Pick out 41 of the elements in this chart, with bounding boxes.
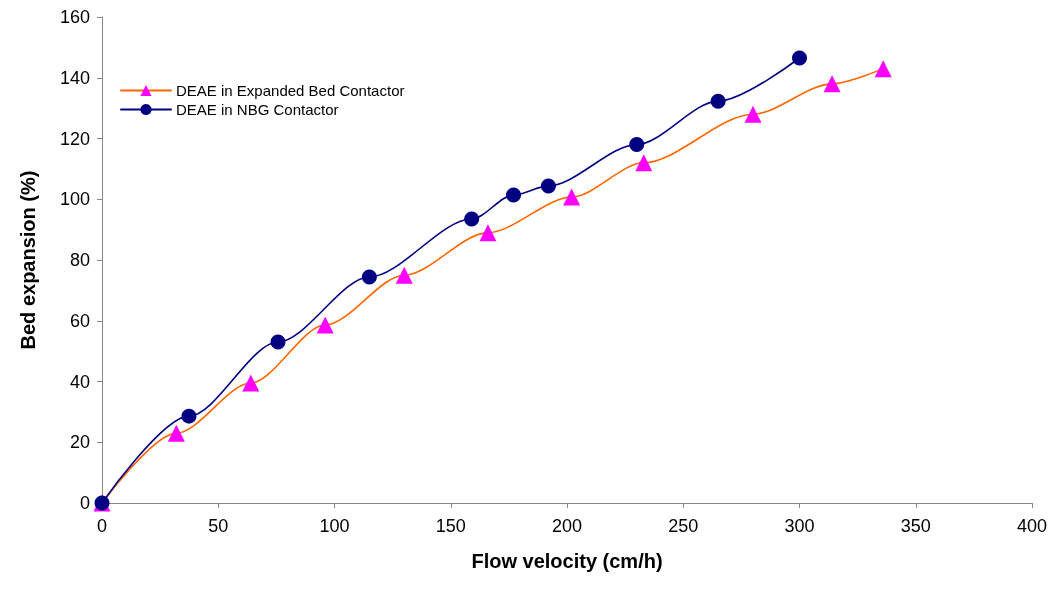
x-tick-label: 0 — [96, 516, 108, 536]
point — [629, 137, 645, 153]
y-tick-label: 120 — [59, 128, 90, 149]
legend-label: DEAE in NBG Contactor — [176, 101, 339, 118]
y-tick-label: 80 — [69, 250, 90, 270]
point — [540, 178, 556, 194]
point — [479, 224, 497, 242]
point — [395, 266, 413, 284]
x-tick-label: 200 — [551, 516, 583, 536]
point — [316, 316, 334, 334]
y-tick-label: 0 — [79, 493, 90, 513]
point — [464, 211, 480, 227]
y-tick-label: 20 — [69, 432, 90, 453]
point — [823, 75, 841, 93]
y-tick-label: 160 — [59, 7, 90, 27]
point — [270, 334, 286, 350]
y-tick-label: 40 — [69, 371, 90, 392]
x-tick-label: 150 — [435, 516, 466, 536]
x-tick-label: 100 — [319, 516, 350, 536]
point — [792, 50, 807, 66]
x-tick-label: 400 — [1016, 516, 1048, 536]
x-tick-label: 350 — [900, 516, 931, 536]
x-axis-title: Flow velocity (cm/h) — [471, 550, 663, 572]
point — [710, 93, 726, 109]
point — [744, 105, 762, 123]
y-axis-title: Bed expansion (%) — [17, 170, 39, 350]
point — [167, 424, 185, 442]
x-tick-label: 300 — [784, 516, 815, 536]
point — [874, 60, 892, 78]
legend-label: DEAE in Expanded Bed Contactor — [176, 82, 405, 99]
point — [506, 187, 522, 203]
point — [181, 408, 197, 424]
x-tick-label: 50 — [208, 516, 229, 536]
point — [563, 188, 581, 206]
y-tick-label: 140 — [59, 67, 90, 88]
point — [361, 269, 377, 285]
point — [242, 374, 260, 392]
y-tick-label: 100 — [59, 189, 90, 210]
x-tick-label: 250 — [668, 516, 699, 536]
point — [635, 154, 653, 172]
y-tick-label: 60 — [69, 310, 90, 331]
